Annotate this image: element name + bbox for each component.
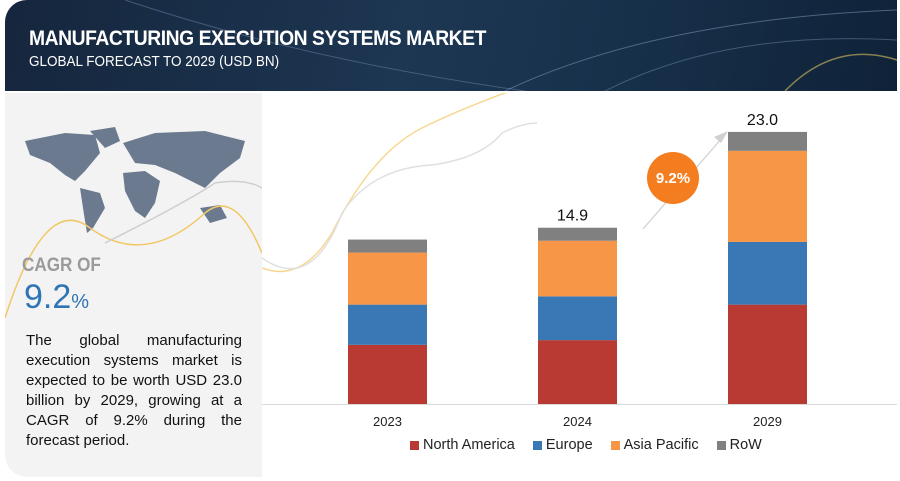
bar-segment-row-2024 — [538, 227, 617, 241]
bar-segment-europe-2023 — [348, 304, 427, 345]
legend-item: Europe — [532, 437, 593, 453]
legend-item: Asia Pacific — [610, 437, 699, 453]
bar-segment-europe-2024 — [538, 296, 617, 341]
cagr-label: CAGR OF — [22, 255, 101, 276]
cagr-value: 9.2% — [24, 278, 89, 317]
cagr-bubble: 9.2% — [647, 152, 699, 204]
header-banner: MANUFACTURING EXECUTION SYSTEMS MARKET G… — [5, 0, 897, 91]
market-description: The global manufacturing execution syste… — [26, 332, 242, 449]
x-tick-label: 2029 — [753, 414, 782, 429]
bar-segment-asia-pacific-2024 — [538, 240, 617, 297]
legend-item: RoW — [716, 437, 762, 453]
total-label: 14.9 — [557, 208, 588, 225]
legend-label: Europe — [545, 437, 593, 453]
decorative-light-streaks — [124, 0, 897, 91]
world-map-icon — [25, 127, 245, 233]
x-tick-label: 2023 — [373, 414, 402, 429]
page-subtitle: GLOBAL FORECAST TO 2029 (USD BN) — [29, 53, 280, 70]
bar-segment-north-america-2024 — [538, 340, 617, 404]
legend-item: North America — [410, 437, 515, 453]
bar-segment-europe-2029 — [728, 241, 807, 305]
bar-segment-row-2023 — [348, 239, 427, 253]
legend-swatch — [716, 440, 726, 450]
bar-segment-asia-pacific-2029 — [728, 150, 807, 242]
decorative-curves — [5, 180, 262, 319]
growth-arrow-head — [714, 131, 728, 143]
legend-label: RoW — [729, 437, 762, 453]
legend-swatch — [532, 440, 542, 450]
page-title: MANUFACTURING EXECUTION SYSTEMS MARKET — [29, 27, 486, 50]
total-label: 23.0 — [747, 112, 778, 129]
cagr-number: 9.2 — [24, 278, 72, 316]
summary-panel — [5, 93, 262, 477]
cagr-unit: % — [71, 291, 90, 313]
bar-segment-north-america-2023 — [348, 344, 427, 404]
legend-label: Asia Pacific — [623, 437, 699, 453]
decorative-curve — [262, 93, 507, 273]
legend-swatch — [610, 440, 620, 450]
legend-label: North America — [423, 437, 515, 453]
x-tick-label: 2024 — [563, 414, 592, 429]
decorative-curve — [262, 122, 538, 270]
bar-segment-north-america-2029 — [728, 304, 807, 404]
legend-swatch — [410, 440, 419, 450]
chart-legend: North America Europe Asia Pacific RoW — [410, 437, 762, 453]
bar-segment-asia-pacific-2023 — [348, 252, 427, 305]
stacked-bar-chart: 2023 2024 14.9 2029 23.0 — [262, 93, 897, 429]
bar-segment-row-2029 — [728, 131, 807, 151]
